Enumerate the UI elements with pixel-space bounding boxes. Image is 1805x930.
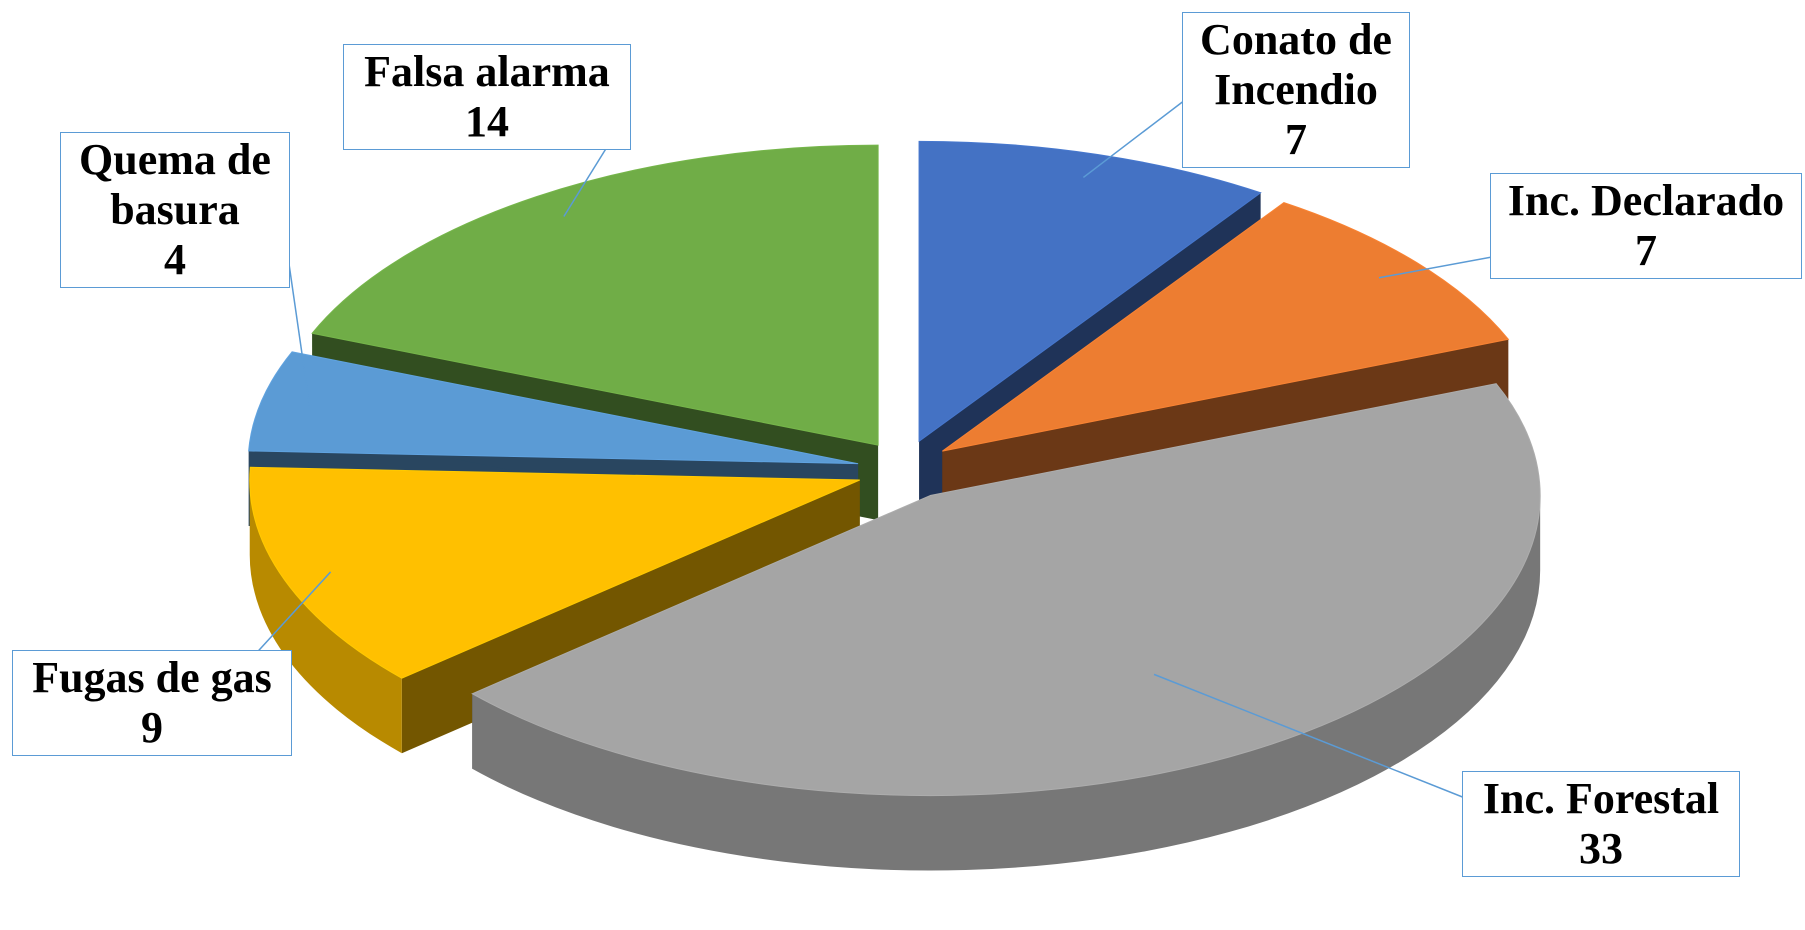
data-label: Quema de basura 4 — [60, 132, 290, 288]
label-category: Quema de basura — [79, 135, 271, 234]
label-value: 7 — [1635, 226, 1657, 275]
slice-wall — [249, 479, 402, 754]
data-label: Falsa alarma 14 — [343, 44, 631, 150]
pie-slice — [471, 383, 1541, 871]
label-value: 7 — [1285, 115, 1307, 164]
data-label: Conato de Incendio 7 — [1182, 12, 1410, 168]
data-label: Fugas de gas 9 — [12, 650, 292, 756]
leader-line — [1153, 673, 1471, 801]
slice-top — [249, 466, 860, 679]
label-category: Conato de Incendio — [1200, 15, 1392, 114]
label-value: 4 — [164, 235, 186, 284]
leader-line — [249, 571, 332, 661]
slice-top — [248, 351, 859, 465]
label-category: Inc. Forestal — [1482, 774, 1720, 823]
slice-wall — [472, 495, 1541, 871]
leader-line — [1082, 99, 1186, 179]
label-value: 33 — [1579, 824, 1623, 873]
slice-top — [471, 383, 1541, 797]
label-value: 14 — [465, 97, 509, 146]
label-category: Fugas de gas — [32, 653, 272, 702]
slice-top — [311, 144, 879, 446]
data-label: Inc. Declarado 7 — [1490, 173, 1802, 279]
label-category: Falsa alarma — [364, 47, 610, 96]
label-value: 9 — [141, 703, 163, 752]
slice-top — [918, 140, 1262, 443]
leader-line — [286, 249, 311, 406]
label-category: Inc. Declarado — [1507, 176, 1785, 225]
data-label: Inc. Forestal 33 — [1462, 771, 1740, 877]
slice-top — [942, 202, 1510, 452]
